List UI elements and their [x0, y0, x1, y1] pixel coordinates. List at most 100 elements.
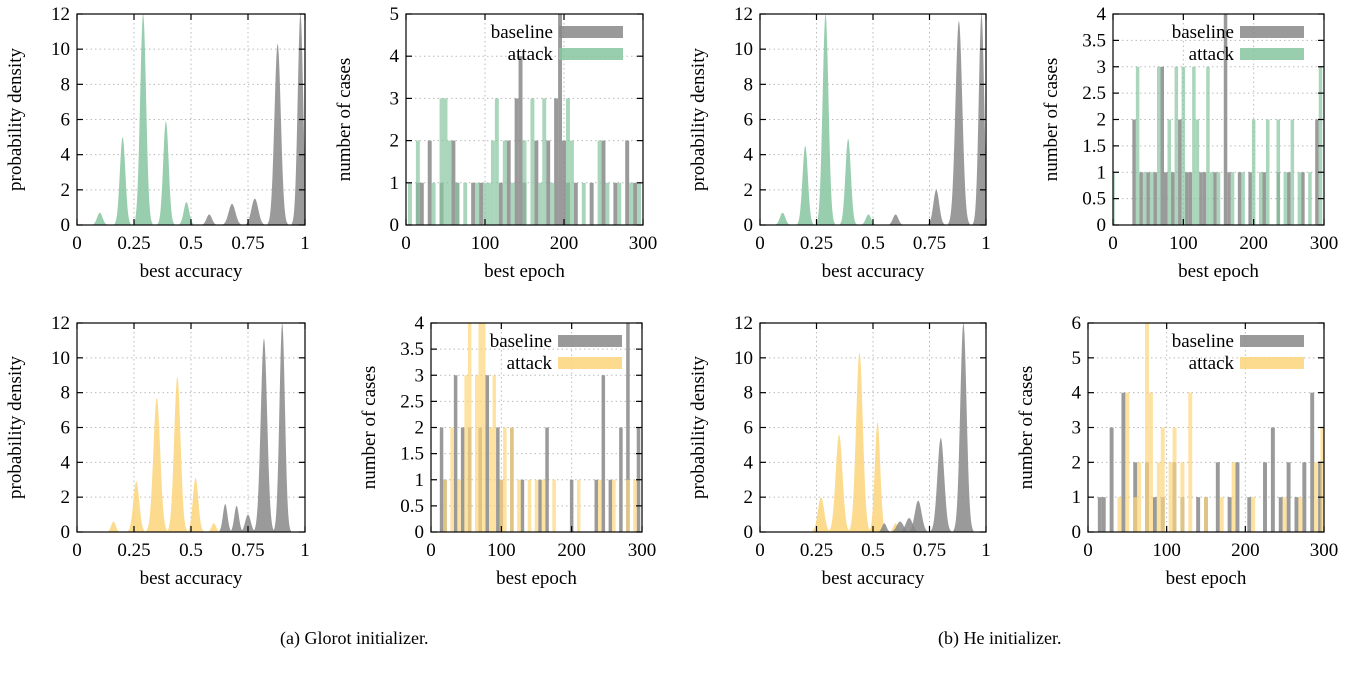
x-axis-title: best epoch	[484, 261, 565, 282]
histogram-bar	[1167, 119, 1172, 225]
x-tick-label: 0	[72, 540, 82, 561]
y-tick-label: 6	[1072, 313, 1082, 334]
y-tick-label: 10	[51, 348, 70, 369]
histogram-bar	[597, 140, 602, 225]
y-tick-label: 0	[744, 522, 754, 543]
y-tick-label: 3	[390, 88, 400, 109]
y-tick-label: 3	[1072, 418, 1082, 439]
density-peak	[848, 352, 871, 532]
histogram-bar	[427, 140, 432, 225]
y-axis-title: probability density	[5, 355, 26, 499]
y-axis-title: probability density	[688, 47, 709, 191]
histogram-bar	[1145, 323, 1149, 532]
histogram-bar	[1297, 172, 1302, 225]
histogram-bar	[486, 182, 491, 225]
density-peak	[177, 202, 196, 225]
histogram-bar	[558, 14, 563, 225]
x-tick-label: 300	[1310, 540, 1339, 561]
histogram-bar	[1209, 172, 1214, 225]
x-tick-label: 0.75	[913, 233, 946, 254]
histogram-bar	[1152, 497, 1157, 532]
histogram-bar	[1320, 427, 1324, 532]
histogram-bar	[481, 323, 486, 532]
histogram-bar	[510, 427, 514, 532]
histogram-bar	[439, 427, 444, 532]
y-tick-label: 8	[61, 74, 71, 95]
histogram-bar	[598, 479, 602, 532]
density-peak	[868, 422, 887, 532]
histogram-bar	[1302, 462, 1307, 532]
x-tick-label: 0	[755, 540, 765, 561]
histogram-bar	[562, 140, 566, 225]
histogram-bar	[522, 140, 527, 225]
histogram-bar	[1133, 497, 1138, 532]
histogram-bar	[1298, 497, 1303, 532]
histogram-bar	[534, 140, 539, 225]
histogram-bar	[573, 182, 578, 225]
plot-area	[91, 14, 305, 225]
histogram-bar	[1148, 392, 1153, 532]
x-tick-label: 100	[1152, 540, 1181, 561]
histogram-bar	[625, 140, 630, 225]
histogram-bar	[1135, 66, 1140, 225]
density-peak	[810, 497, 832, 532]
histogram-bar	[1213, 172, 1217, 225]
histogram-bar	[506, 140, 511, 225]
y-axis-title: number of cases	[1041, 58, 1062, 181]
histogram-bar	[1097, 497, 1102, 532]
histogram-bar	[1294, 497, 1299, 532]
histogram-bar	[1308, 172, 1312, 225]
legend-swatch-attack	[558, 357, 622, 369]
histogram-bar	[1195, 119, 1200, 225]
y-tick-label: 3	[415, 365, 425, 386]
y-tick-label: 6	[61, 110, 71, 131]
histogram-bar	[489, 427, 493, 532]
x-tick-label: 0.5	[861, 233, 885, 254]
histogram-bar	[1174, 66, 1179, 225]
x-tick-label: 300	[628, 540, 657, 561]
density-peak	[816, 14, 835, 225]
y-tick-label: 0	[1097, 215, 1107, 236]
histogram-bar	[517, 479, 521, 532]
y-tick-label: 2	[390, 131, 400, 152]
y-tick-label: 2	[744, 487, 754, 508]
histogram-bar	[1188, 172, 1193, 225]
histogram-bar	[1251, 497, 1256, 532]
histogram-bar	[498, 182, 503, 225]
legend-label-attack: attack	[1189, 353, 1235, 374]
x-tick-label: 200	[1239, 233, 1268, 254]
density-peak	[972, 14, 986, 225]
plot-area	[810, 323, 974, 532]
histogram-bar	[546, 140, 551, 225]
x-axis-title: best epoch	[1178, 261, 1259, 282]
histogram-bar	[1181, 66, 1186, 225]
x-tick-label: 0	[1083, 540, 1093, 561]
density-peak	[886, 214, 905, 225]
histogram-bar	[594, 479, 599, 532]
histogram-bar	[589, 182, 594, 225]
y-tick-label: 4	[1072, 383, 1082, 404]
y-tick-label: 10	[734, 348, 753, 369]
histogram-bar	[1227, 497, 1232, 532]
y-tick-label: 8	[744, 383, 754, 404]
histogram-bar	[605, 182, 610, 225]
legend-swatch-baseline	[1240, 26, 1304, 38]
y-tick-label: 2.5	[400, 391, 424, 412]
histogram-bar	[1241, 172, 1245, 225]
y-tick-label: 4	[744, 145, 754, 166]
histogram-bar	[514, 98, 519, 225]
histogram-bar	[1247, 497, 1252, 532]
legend-label-attack: attack	[1189, 44, 1235, 65]
histogram-bar	[1206, 66, 1210, 225]
x-tick-label: 0	[72, 233, 82, 254]
legend-swatch-attack	[1240, 357, 1304, 369]
x-tick-label: 0.25	[800, 540, 833, 561]
y-tick-label: 4	[415, 313, 425, 334]
legend-label-attack: attack	[507, 353, 553, 374]
